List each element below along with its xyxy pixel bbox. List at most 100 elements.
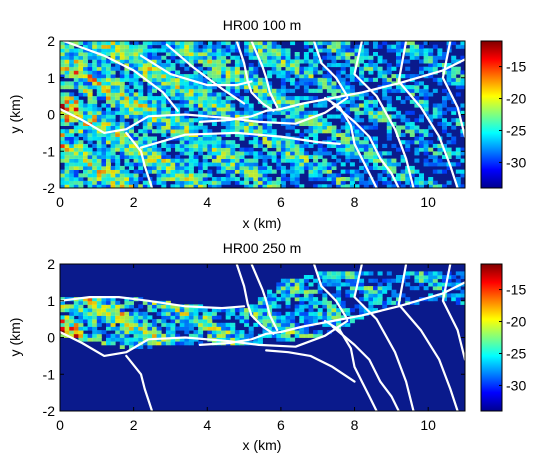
field-cell [349,103,355,108]
field-cell [165,304,171,309]
field-cell [326,173,332,178]
field-cell [317,70,323,75]
field-cell [405,173,411,178]
field-cell [419,44,424,49]
field-cell [267,165,273,170]
field-cell [142,326,148,331]
field-cell [101,136,107,141]
field-cell [225,337,231,342]
field-cell [106,92,111,97]
field-cell [442,99,447,104]
field-cell [202,165,208,170]
field-cell [267,180,273,185]
field-cell [156,81,162,86]
field-cell [207,96,213,101]
field-cell [285,143,291,148]
field-cell [202,322,208,327]
field-cell [83,180,88,185]
field-cell [280,99,286,104]
field-cell [129,151,134,156]
field-cell [285,66,291,71]
field-cell [446,77,452,82]
field-cell [349,184,355,188]
field-cell [230,74,236,79]
field-cell [391,114,397,119]
field-cell [230,110,236,115]
field-cell [64,165,70,170]
field-cell [303,286,309,291]
field-cell [129,143,134,148]
field-cell [115,41,121,46]
field-cell [423,66,429,71]
field-cell [101,140,107,145]
field-cell [363,77,369,82]
field-cell [257,92,263,97]
field-cell [179,326,185,331]
field-cell [129,103,134,108]
field-cell [165,63,171,68]
field-cell [184,165,190,170]
field-cell [313,173,319,178]
field-cell [110,96,116,101]
field-cell [142,48,148,53]
field-cell [280,118,286,123]
field-cell [419,173,424,178]
field-cell [419,132,424,137]
field-cell [202,59,208,64]
field-cell [423,48,429,53]
field-cell [313,110,319,115]
field-cell [405,74,411,79]
field-cell [267,81,273,86]
field-cell [101,70,107,75]
field-cell [124,121,130,126]
field-cell [142,315,148,320]
field-cell [184,114,190,119]
field-cell [460,81,465,86]
field-cell [368,165,374,170]
field-cell [308,293,314,298]
field-cell [147,162,153,167]
field-cell [124,143,130,148]
field-cell [161,88,167,93]
field-cell [317,85,323,90]
field-cell [165,337,171,342]
field-cell [87,55,93,60]
field-cell [184,48,190,53]
field-cell [313,118,319,123]
field-cell [313,81,319,86]
field-cell [106,81,111,86]
overlay-line [60,296,246,310]
field-cell [73,41,79,46]
field-cell [290,143,296,148]
field-cell [451,297,457,302]
field-cell [382,158,388,163]
field-cell [345,132,351,137]
field-cell [414,55,420,60]
field-cell [124,55,130,60]
field-cell [147,107,153,112]
field-cell [78,308,84,313]
field-cell [78,41,84,46]
field-cell [354,154,360,159]
field-cell [428,282,434,287]
field-cell [96,315,102,320]
field-cell [455,66,461,71]
field-cell [69,136,75,141]
field-cell [455,59,461,64]
field-cell [442,125,447,130]
field-cell [124,333,130,338]
field-cell [299,165,305,170]
field-cell [73,311,79,316]
field-cell [110,147,116,152]
field-cell [373,165,378,170]
field-cell [211,92,217,97]
field-cell [119,77,125,82]
field-cell [83,70,88,75]
field-cell [138,110,144,115]
field-cell [308,96,314,101]
field-cell [133,118,139,123]
field-cell [267,319,273,324]
field-cell [96,165,102,170]
field-cell [354,77,360,82]
field-cell [271,154,277,159]
